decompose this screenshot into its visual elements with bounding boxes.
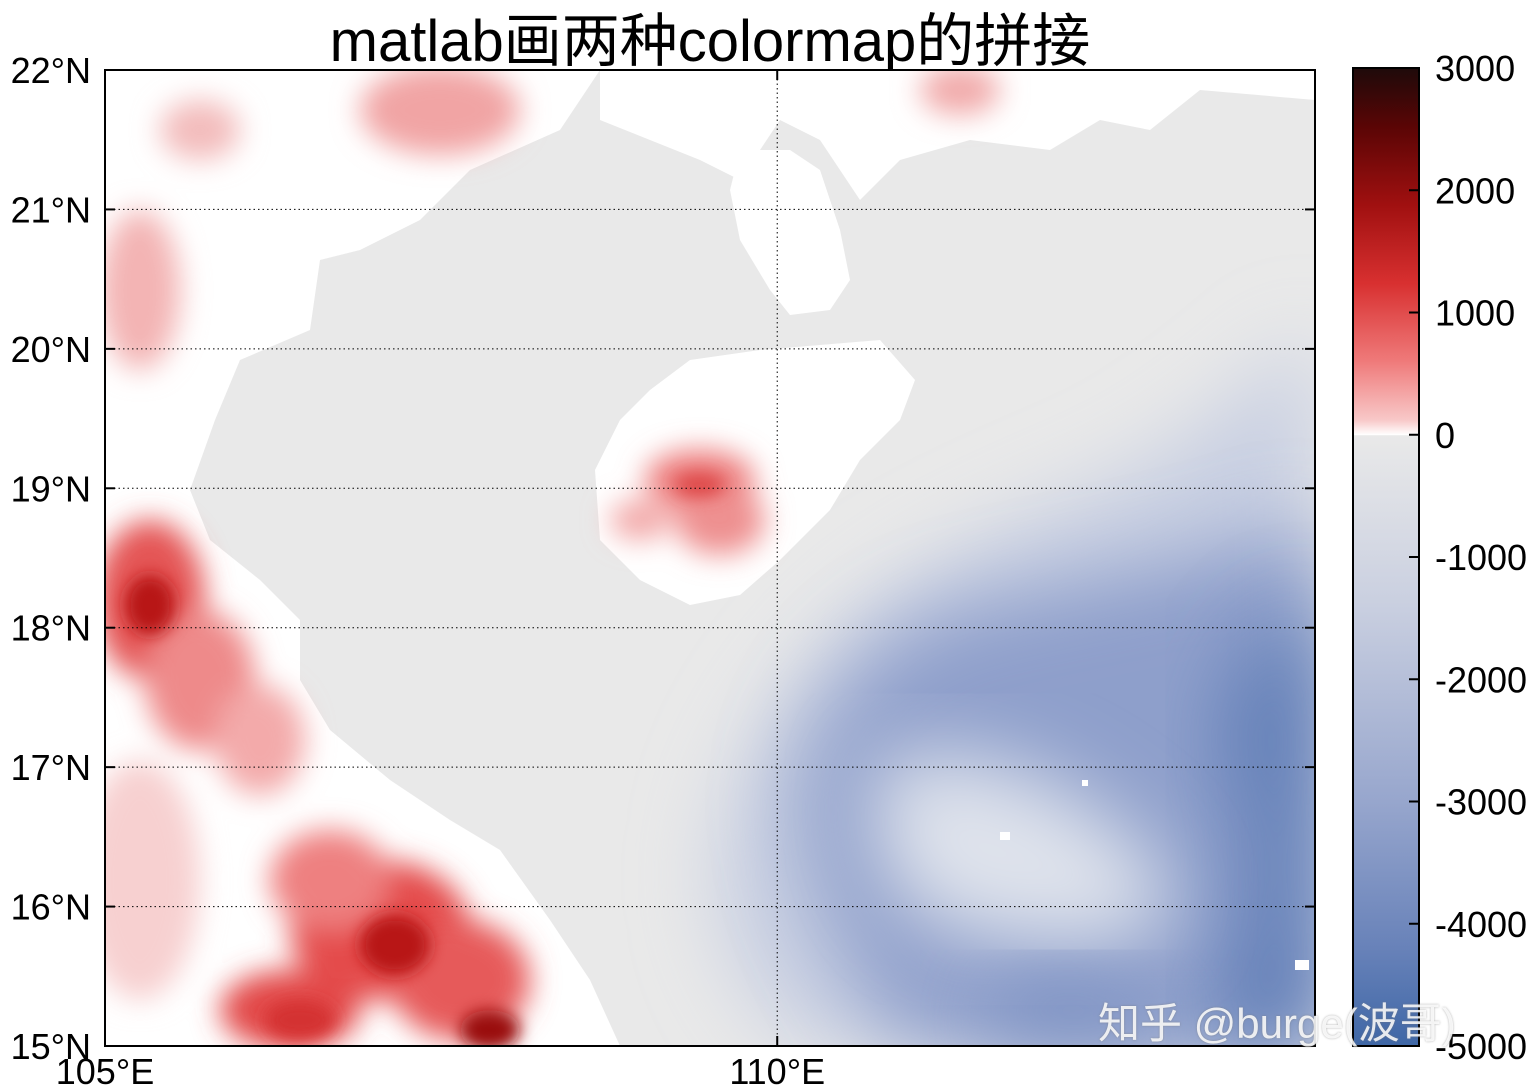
colorbar-tick-label: 2000 [1435,170,1515,211]
y-tick-label: 21°N [11,189,91,230]
y-tick-label: 17°N [11,747,91,788]
land-mainland [105,70,1315,1046]
colorbar-gradient [1352,67,1420,1047]
sea-speck [1000,832,1010,840]
elevation-patches [105,70,1000,1046]
chart-title: matlab画两种colormap的拼接 [329,9,1091,74]
plot-frame [104,69,1316,1047]
sea-speck [1082,780,1088,786]
deep-sea [714,330,1315,1046]
colorbar-tick-label: -5000 [1435,1026,1527,1067]
colorbar-tick-label: -2000 [1435,659,1527,700]
x-tick-label: 110°E [729,1051,825,1089]
colorbar-tick-label: -3000 [1435,782,1527,823]
watermark-text: 知乎 @burge(波哥) [1098,1000,1456,1047]
y-tick-label: 19°N [11,468,91,509]
y-tick-label: 16°N [11,887,91,928]
y-tick-label: 22°N [11,50,91,91]
y-tick-label: 18°N [11,608,91,649]
axis-ticks: 15°N 16°N 17°N 18°N 19°N 20°N 21°N 22°N 105°E 110… [11,50,1315,1089]
colorbar-tick-label: -1000 [1435,537,1527,578]
colorbar-tick-label: 0 [1435,415,1455,456]
hainan-island [595,340,915,605]
y-tick-label: 15°N [11,1026,91,1067]
grid-lines [105,70,1315,1046]
colorbar-tick-label: 1000 [1435,293,1515,334]
x-tick-label: 105°E [56,1051,154,1089]
y-tick-label: 20°N [11,329,91,370]
sea-speck [1295,960,1309,970]
colorbar-ticks: 3000 2000 1000 0 -1000 -2000 -3000 -4000 -5000 [1409,48,1527,1067]
map-layers [105,70,1315,1046]
colorbar-tick-label: -4000 [1435,904,1527,945]
colorbar-tick-label: 3000 [1435,48,1515,89]
